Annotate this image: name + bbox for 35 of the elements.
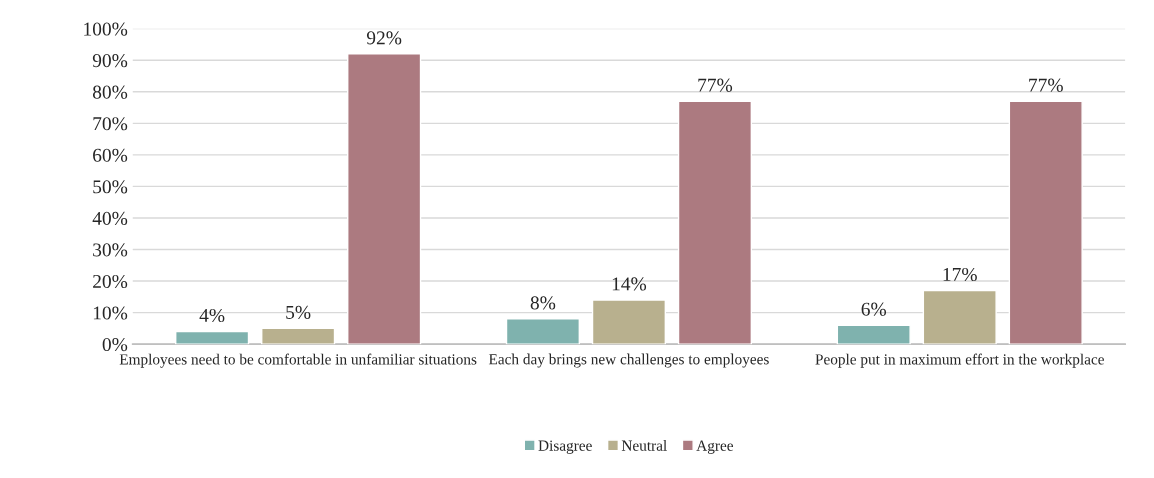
y-tick-label: 0% — [102, 337, 128, 352]
data-label: 77% — [698, 78, 733, 92]
y-tick-label: 80% — [92, 85, 128, 99]
y-tick-label: 40% — [92, 211, 128, 225]
bar — [836, 324, 911, 345]
y-tick-label: 30% — [93, 243, 128, 257]
data-label: 6% — [861, 302, 887, 316]
bar — [591, 299, 667, 345]
data-label: 8% — [530, 296, 556, 310]
y-tick-label: 50% — [93, 180, 128, 194]
data-label: 4% — [199, 308, 225, 323]
bar — [347, 53, 422, 345]
bar — [922, 289, 997, 345]
y-tick-label: 100% — [84, 22, 128, 36]
legend-label: Disagree — [538, 440, 592, 454]
data-label: 14% — [612, 277, 647, 291]
y-tick-label: 60% — [93, 148, 128, 162]
bar — [175, 330, 250, 345]
data-label: 77% — [1029, 78, 1063, 92]
x-tick-label: Each day brings new challenges to employees — [488, 353, 769, 368]
y-tick-label: 90% — [92, 54, 128, 68]
bar — [261, 327, 336, 345]
bar — [505, 318, 581, 345]
bar — [1008, 100, 1083, 345]
data-label: 17% — [943, 267, 977, 282]
x-tick-label: People put in maximum effort in the workplace — [815, 353, 1104, 368]
bar — [677, 100, 753, 345]
y-tick-label: 10% — [93, 306, 128, 320]
data-label: 92% — [366, 31, 402, 45]
x-tick-label: Employees need to be comfortable in unfamiliar situations — [119, 353, 477, 368]
legend-label: Agree — [696, 440, 734, 454]
y-tick-label: 20% — [93, 274, 128, 289]
y-tick-label: 70% — [93, 117, 128, 131]
legend-label: Neutral — [621, 440, 667, 451]
data-label: 5% — [286, 305, 311, 319]
